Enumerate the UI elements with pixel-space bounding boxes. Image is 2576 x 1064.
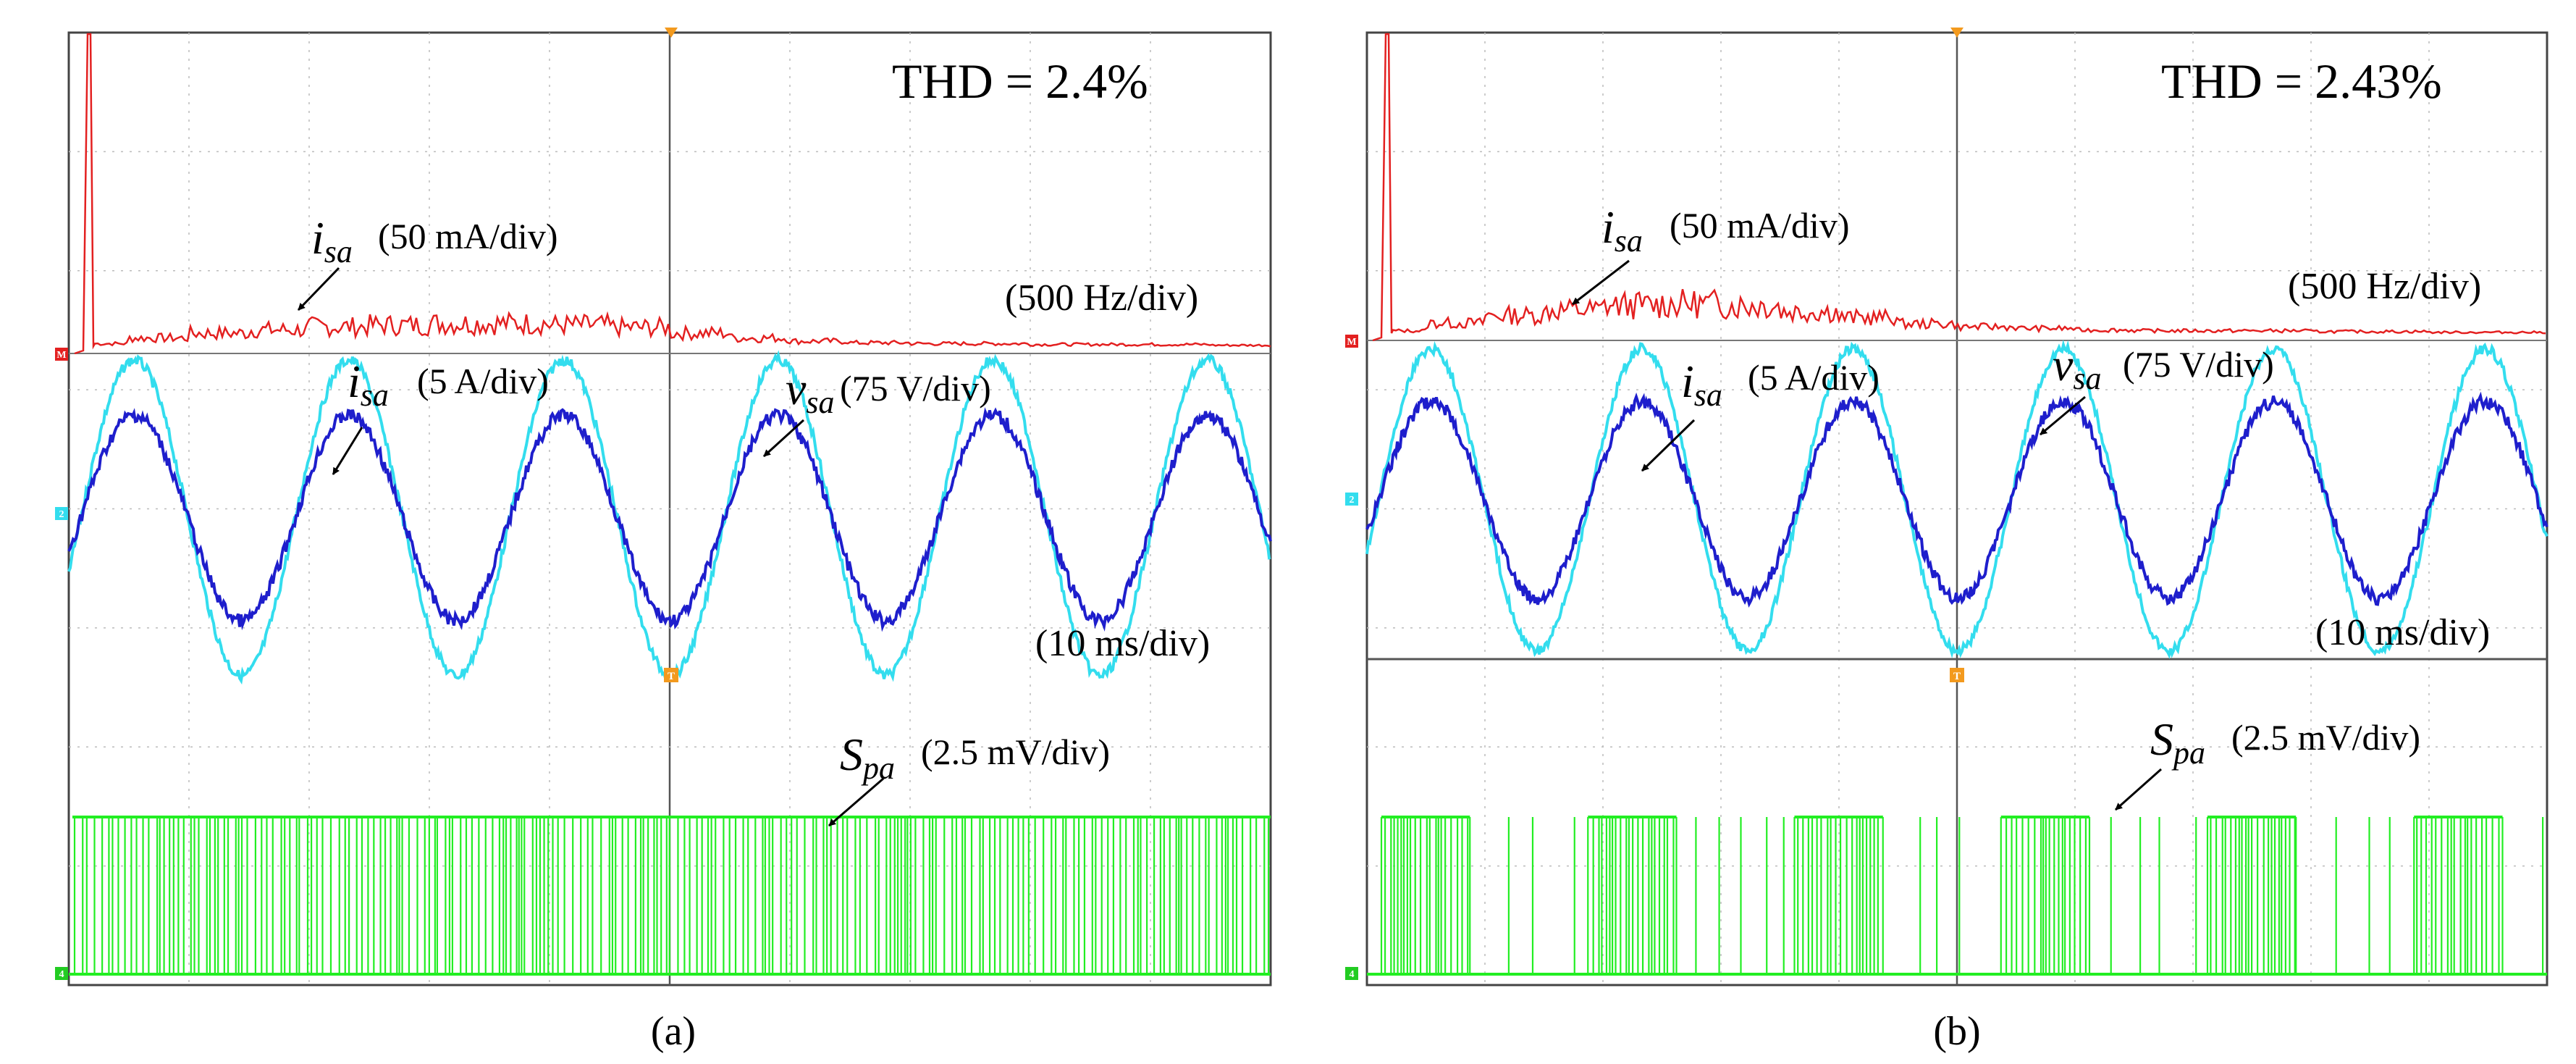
spectrum-arrow-a xyxy=(297,267,340,311)
panel-label-a: (a) xyxy=(651,1009,696,1054)
voltage-label-a: vsa xyxy=(786,363,835,420)
ch4-marker-label-b: 4 xyxy=(1350,969,1355,980)
time-scale-label-a: (10 ms/div) xyxy=(1035,623,1210,664)
current-scale-label-b: (5 A/div) xyxy=(1748,357,1880,398)
ch2-marker-a xyxy=(55,507,68,520)
ch4-marker-a xyxy=(55,967,68,980)
trigger-marker-label-b: T xyxy=(1953,671,1961,682)
ch4-marker-label-a: 4 xyxy=(59,969,64,980)
panel-a: M 2 4 T THD = 2.4% isa (50 mA/div) (500 … xyxy=(55,28,1272,1054)
panel-b: M 2 4 T THD = 2.43% isa (500 Hz/div) (50… xyxy=(1345,28,2548,1054)
spectrum-scale-label-a: (50 mA/div) xyxy=(378,216,558,256)
switching-scale-label-b: (2.5 mV/div) xyxy=(2231,717,2420,758)
ch2-marker-label-a: 2 xyxy=(59,509,64,520)
voltage-arrow-a xyxy=(762,419,805,458)
current-arrow-b xyxy=(1641,419,1696,472)
current-scale-label-a: (5 A/div) xyxy=(417,361,549,401)
spectrum-trace-b xyxy=(1372,33,2546,342)
spectrum-trace-a xyxy=(74,33,1271,355)
switching-label-a: Spa xyxy=(840,729,895,786)
current-waveform-b xyxy=(1365,391,2548,608)
switching-arrow-a xyxy=(828,777,884,827)
spectrum-scale-label-b: (50 mA/div) xyxy=(1670,205,1850,246)
time-scale-label-b: (10 ms/div) xyxy=(2315,612,2490,653)
current-label-a: isa xyxy=(348,356,389,413)
switching-arrow-b xyxy=(2115,768,2162,811)
current-waveform-a xyxy=(67,407,1272,632)
switching-pulses-a xyxy=(69,816,1271,976)
current-label-b: isa xyxy=(1681,356,1722,413)
trigger-marker-a xyxy=(664,668,678,682)
spectrum-arrow-b xyxy=(1572,259,1630,306)
voltage-label-b: vsa xyxy=(2053,339,2102,396)
current-arrow-a xyxy=(332,427,363,475)
math-marker-b xyxy=(1345,335,1358,348)
grid-b xyxy=(1367,33,2547,985)
voltage-waveform-b xyxy=(1365,339,2548,659)
trigger-top-marker-a xyxy=(665,28,678,38)
panel-label-b: (b) xyxy=(1933,1009,1980,1054)
spectrum-label-a: isa xyxy=(311,212,353,269)
switching-scale-label-a: (2.5 mV/div) xyxy=(921,732,1110,772)
spectrum-label-b: isa xyxy=(1601,201,1643,259)
trigger-marker-label-a: T xyxy=(668,671,675,682)
ch2-marker-b xyxy=(1345,493,1358,506)
thd-label-b: THD = 2.43% xyxy=(2161,54,2442,109)
trigger-marker-b xyxy=(1950,668,1964,682)
freq-scale-label-a: (500 Hz/div) xyxy=(1005,277,1198,319)
voltage-scale-label-a: (75 V/div) xyxy=(840,368,991,409)
math-marker-label-b: M xyxy=(1347,337,1356,348)
voltage-scale-label-b: (75 V/div) xyxy=(2123,344,2274,385)
math-marker-label-a: M xyxy=(56,350,66,361)
switching-pulses-b xyxy=(1367,816,2547,976)
ch4-marker-b xyxy=(1345,967,1358,980)
switching-label-b: Spa xyxy=(2150,713,2205,771)
freq-scale-label-b: (500 Hz/div) xyxy=(2288,266,2481,307)
trigger-top-marker-b xyxy=(1950,28,1963,38)
voltage-arrow-b xyxy=(2040,395,2086,436)
math-marker-a xyxy=(55,348,68,361)
thd-label-a: THD = 2.4% xyxy=(892,54,1148,109)
ch2-marker-label-b: 2 xyxy=(1350,495,1355,506)
